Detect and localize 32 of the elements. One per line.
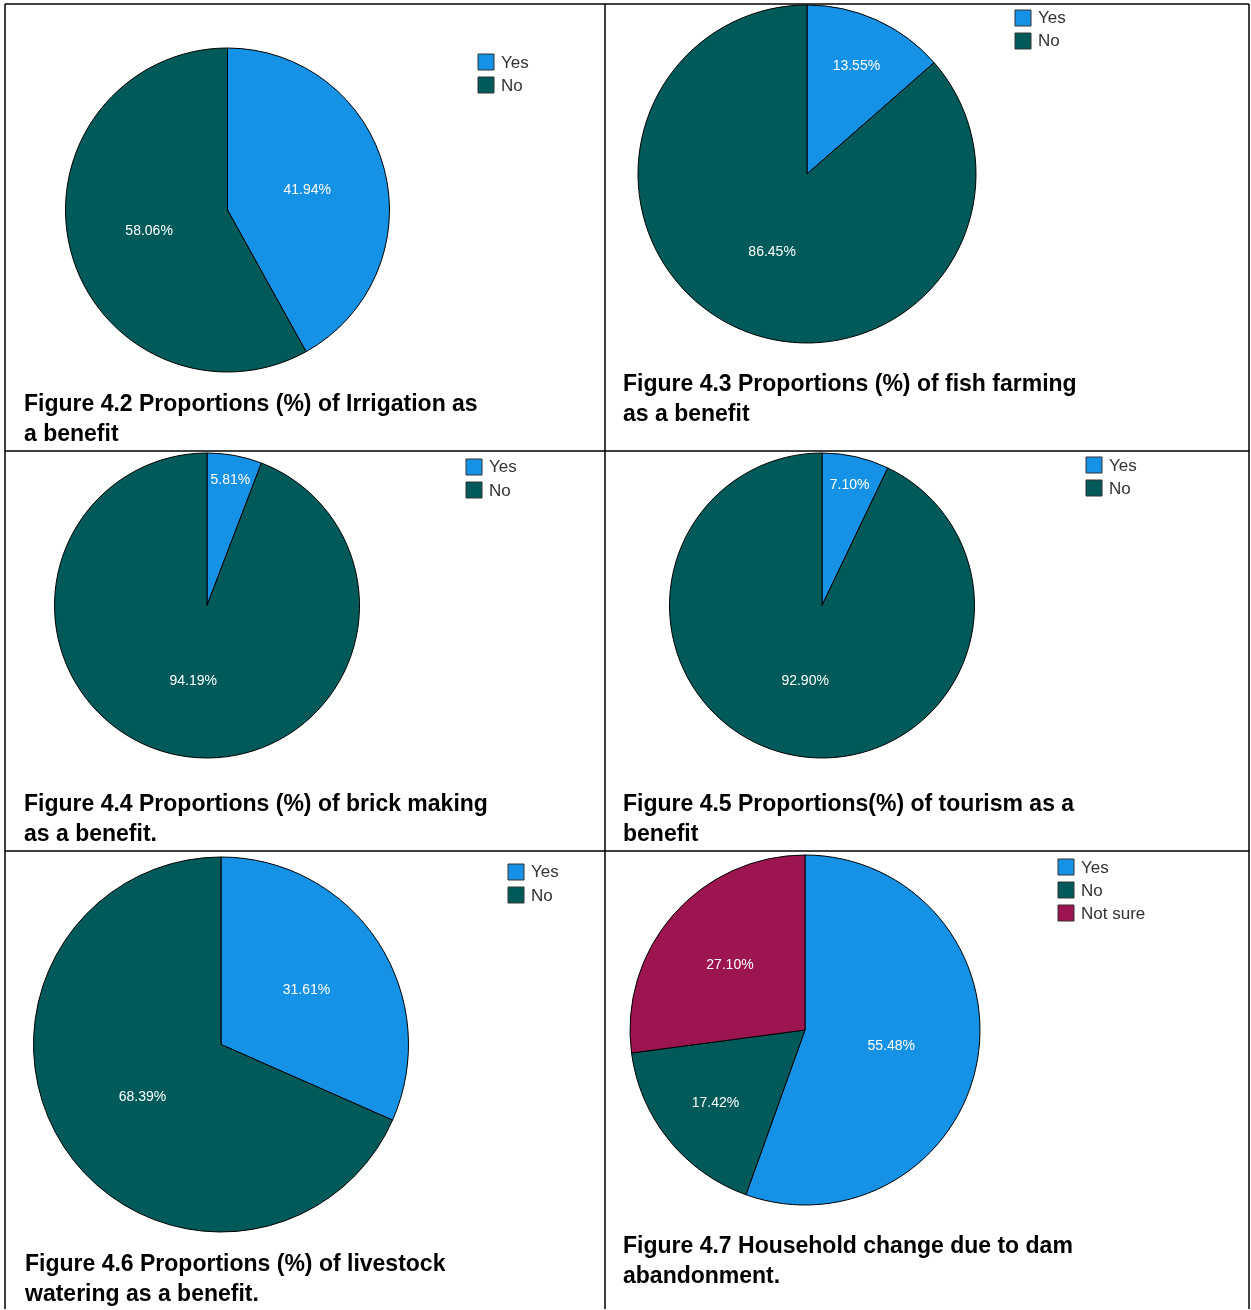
text: Figure 4.2 Proportions (%) of Irrigation as a benefit — [24, 390, 478, 446]
data-label: 5.81% — [210, 470, 251, 487]
data-label: 7.10% — [829, 475, 870, 492]
legend-label: Yes — [489, 457, 517, 476]
legend-label: Yes — [1109, 456, 1137, 475]
data-label: 27.10% — [706, 956, 754, 973]
data-label: 55.48% — [867, 1036, 915, 1053]
legend-label: No — [1081, 881, 1103, 900]
legend-label: No — [1109, 479, 1131, 498]
data-label: 92.90% — [781, 671, 829, 688]
legend-label: Yes — [1081, 858, 1109, 877]
data-label: 31.61% — [282, 980, 331, 997]
data-label: 17.42% — [691, 1094, 740, 1111]
legend-label: Yes — [501, 53, 529, 72]
legend-label: Not sure — [1081, 904, 1146, 923]
legend-label: Yes — [1038, 8, 1066, 27]
data-label: 58.06% — [125, 222, 173, 239]
data-label: 68.39% — [118, 1087, 167, 1104]
legend-label: No — [489, 481, 511, 500]
text: Figure 4.4 Proportions (%) of brick making as a benefit. — [24, 790, 488, 846]
text: Figure 4.7 Household change due to dam abandonment. — [623, 1232, 1073, 1288]
data-label: 13.55% — [832, 57, 881, 74]
legend-label: No — [531, 886, 553, 905]
data-label: 94.19% — [169, 672, 217, 689]
data-label: 41.94% — [283, 181, 331, 198]
text: Figure 4.5 Proportions(%) of tourism as a benefit — [623, 790, 1075, 846]
data-label: 86.45% — [748, 242, 796, 259]
legend-label: No — [1038, 31, 1060, 50]
text: Figure 4.6 Proportions (%) of livestock watering as a benefit. — [24, 1250, 446, 1306]
text: Figure 4.3 Proportions (%) of fish farming as a benefit — [623, 370, 1077, 426]
legend-label: Yes — [531, 862, 559, 881]
legend-label: No — [501, 76, 523, 95]
